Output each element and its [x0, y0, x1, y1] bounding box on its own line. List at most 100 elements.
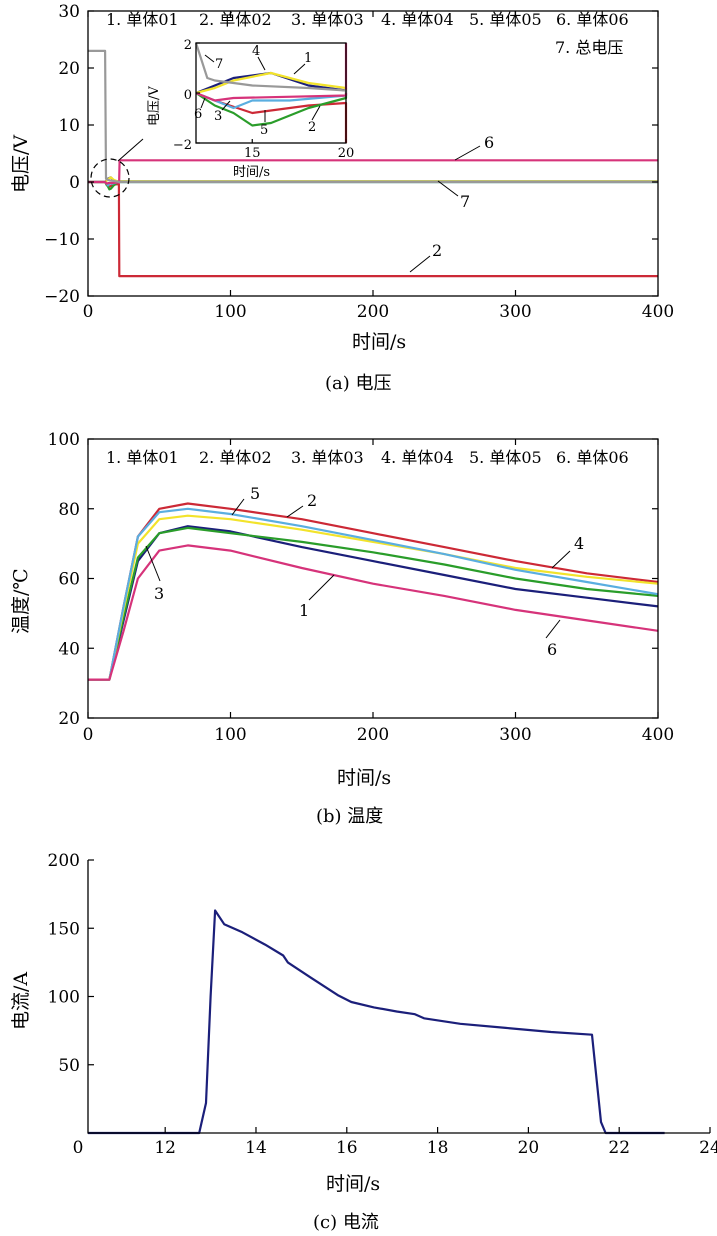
temperature-x-tick-label: 0 [83, 725, 94, 745]
inset-series-label: 2 [308, 120, 316, 135]
temperature-legend-item: 3. 单体03 [291, 448, 364, 467]
current-axis-ticks: 12 14 16 18 20 22 24 50 100 150 200 0 [48, 851, 717, 1158]
inset-series-label: 5 [260, 123, 268, 138]
voltage-x-tick-label: 400 [642, 302, 674, 322]
inset-series-label: 3 [214, 109, 222, 124]
current-x-tick-label: 18 [427, 1138, 449, 1158]
current-y-label: 电流/A [10, 972, 32, 1030]
voltage-legend-item: 4. 单体04 [381, 10, 454, 29]
current-origin-label: 0 [73, 1138, 84, 1158]
label-leader [145, 545, 161, 582]
temperature-series-line [88, 507, 659, 681]
voltage-legend-item: 5. 单体05 [469, 10, 542, 29]
temperature-x-tick-label: 400 [642, 725, 674, 745]
label-leader [204, 54, 215, 63]
current-caption: (c) 电流 [313, 1212, 379, 1233]
temperature-series-line [88, 544, 659, 681]
current-x-tick-label: 16 [336, 1138, 358, 1158]
series-label: 3 [154, 584, 164, 603]
voltage-y-label: 电压/V [10, 135, 32, 193]
temperature-legend-item: 1. 单体01 [106, 448, 179, 467]
label-leader [200, 97, 206, 109]
temperature-x-tick-label: 100 [214, 725, 246, 745]
temperature-legend-item: 4. 单体04 [381, 448, 454, 467]
voltage-x-tick-label: 100 [214, 302, 246, 322]
temperature-y-tick-label: 100 [48, 430, 80, 450]
inset-x-tick-label: 15 [244, 146, 261, 161]
label-leader [545, 619, 561, 639]
voltage-caption: (a) 电压 [325, 373, 392, 394]
temperature-y-tick-label: 60 [58, 570, 80, 590]
inset-series-label: 6 [194, 107, 202, 122]
series-label: 6 [547, 640, 557, 659]
voltage-annotations: 6 7 2 [409, 133, 494, 273]
inset-axis-ticks: 15 20−202 [173, 38, 354, 161]
current-series-line [88, 909, 665, 1135]
current-x-tick-label: 14 [245, 1138, 267, 1158]
voltage-series-line [88, 49, 658, 184]
voltage-x-label: 时间/s [352, 331, 406, 353]
voltage-series-line [88, 180, 658, 278]
inset-annotations: 7 4 1 6 3 5 2 [194, 44, 321, 138]
label-leader [437, 180, 459, 197]
inset-y-tick-label: 0 [184, 88, 192, 103]
voltage-y-tick-label: −20 [44, 287, 80, 307]
temperature-x-label: 时间/s [337, 767, 391, 789]
inset-series-line [195, 92, 348, 127]
current-x-tick-label: 24 [699, 1138, 717, 1158]
label-leader [286, 505, 304, 518]
temperature-chart: 0 100 200 300 400 20 40 60 80 100 1. 单体01 2. 单体02… [10, 430, 674, 827]
temperature-series-line [88, 525, 659, 681]
label-leader [231, 498, 245, 516]
inset-series-label: 1 [304, 51, 312, 66]
temperature-x-tick-label: 200 [357, 725, 389, 745]
voltage-legend: 1. 单体01 2. 单体02 3. 单体03 4. 单体04 5. 单体05 … [106, 10, 629, 57]
voltage-legend-item: 3. 单体03 [291, 10, 364, 29]
inset-y-tick-label: 2 [184, 38, 192, 53]
temperature-axis-ticks: 0 100 200 300 400 20 40 60 80 100 [48, 430, 675, 745]
series-label: 6 [484, 133, 494, 152]
voltage-x-tick-label: 300 [499, 302, 531, 322]
voltage-x-tick-label: 200 [357, 302, 389, 322]
zoom-circle [90, 158, 130, 198]
series-label: 4 [574, 534, 584, 553]
current-y-tick-label: 200 [48, 851, 80, 871]
label-leader [308, 574, 335, 601]
series-label: 7 [460, 192, 470, 211]
voltage-y-tick-label: 20 [58, 59, 80, 79]
current-x-label: 时间/s [326, 1173, 380, 1195]
series-label: 1 [299, 601, 309, 620]
label-leader [311, 105, 321, 121]
temperature-y-tick-label: 80 [58, 500, 80, 520]
zoom-connector [117, 138, 144, 162]
inset-x-label: 时间/s [233, 165, 270, 180]
label-leader [409, 255, 431, 273]
inset-y-tick-label: −2 [173, 138, 192, 153]
temperature-caption: (b) 温度 [316, 806, 383, 827]
inset-y-label: 电压/V [147, 86, 162, 126]
current-y-tick-label: 100 [48, 988, 80, 1008]
label-leader [257, 56, 266, 71]
voltage-legend-item: 6. 单体06 [556, 10, 629, 29]
label-leader [551, 550, 571, 569]
voltage-y-tick-label: 10 [58, 116, 80, 136]
series-label: 2 [432, 241, 442, 260]
voltage-legend-item: 2. 单体02 [199, 10, 272, 29]
inset-background [196, 43, 346, 143]
temperature-x-tick-label: 300 [499, 725, 531, 745]
current-x-tick-label: 20 [518, 1138, 540, 1158]
voltage-y-tick-label: −10 [44, 230, 80, 250]
voltage-series-group [88, 49, 658, 278]
inset-series-label: 7 [215, 57, 223, 72]
voltage-inset-chart: 15 20−202 电压/V 时间/s 7 4 1 6 3 5 2 [147, 38, 354, 180]
current-x-tick-label: 12 [154, 1138, 176, 1158]
voltage-y-tick-label: 30 [58, 2, 80, 22]
label-leader [293, 63, 306, 75]
temperature-series-group [88, 502, 659, 681]
inset-x-tick-label: 20 [338, 146, 355, 161]
voltage-series-line [88, 159, 658, 185]
current-y-tick-label: 150 [48, 919, 80, 939]
